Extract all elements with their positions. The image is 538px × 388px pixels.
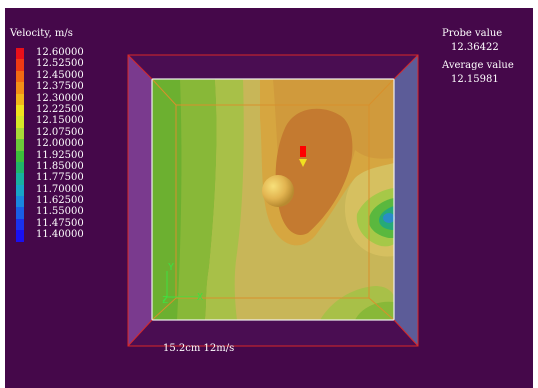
render-viewport[interactable]: Y X Z Velocity, m/s 12.60000 12.52500 12.4… (5, 8, 533, 388)
legend-swatch (16, 173, 24, 185)
legend-value: 11.70000 (36, 183, 84, 195)
legend-value: 12.07500 (36, 126, 84, 138)
average-value-label: Average value (442, 60, 514, 71)
legend-value: 11.92500 (36, 149, 84, 161)
legend-value: 11.40000 (36, 229, 84, 241)
legend-value: 12.00000 (36, 138, 84, 150)
legend-value: 11.77500 (36, 172, 84, 184)
legend-swatch (16, 218, 24, 231)
axis-y-label: Y (168, 262, 174, 273)
legend-swatch (16, 93, 24, 105)
average-value: 12.15981 (451, 74, 499, 85)
legend-value: 12.45000 (36, 69, 84, 81)
legend-value: 12.52500 (36, 58, 84, 70)
axis-triad (162, 271, 201, 302)
left-wall (128, 55, 152, 346)
legend-swatch (16, 207, 24, 219)
sphere-obstacle (262, 175, 294, 207)
legend-swatch (16, 116, 24, 128)
axis-x-label: X (197, 292, 203, 303)
axis-z-label: Z (162, 295, 168, 306)
legend-swatch (16, 70, 24, 83)
legend-title: Velocity, m/s (10, 28, 73, 39)
legend-swatch (16, 59, 24, 71)
legend-swatch (16, 230, 24, 242)
probe-value: 12.36422 (451, 42, 499, 53)
legend-value: 12.60000 (36, 47, 84, 58)
bottom-wall (128, 320, 418, 346)
right-wall (394, 55, 418, 346)
probe-value-label: Probe value (442, 28, 503, 39)
legend-swatch (16, 127, 24, 140)
legend-swatch (16, 161, 24, 174)
legend-value: 11.62500 (36, 195, 84, 207)
legend-swatch (16, 139, 24, 151)
contour-plane (151, 78, 395, 321)
legend-value: 11.47500 (36, 217, 84, 229)
legend-swatch (16, 196, 24, 208)
plane-border (151, 78, 395, 321)
legend-value: 12.30000 (36, 92, 84, 104)
legend-value: 12.37500 (36, 81, 84, 93)
legend-swatch (16, 48, 24, 60)
legend-swatch (16, 82, 24, 94)
bounding-box (127, 54, 419, 347)
legend-value: 11.85000 (36, 160, 84, 172)
top-wall (128, 55, 418, 79)
legend-value: 12.15000 (36, 115, 84, 127)
legend-swatch (16, 184, 24, 197)
probe-marker-icon[interactable] (299, 146, 307, 167)
legend-value: 12.22500 (36, 103, 84, 115)
legend-value: 11.55000 (36, 206, 84, 218)
legend-swatch (16, 104, 24, 117)
scale-label: 15.2cm 12m/s (163, 343, 235, 354)
flow-visualization[interactable]: Y X Z (5, 8, 533, 388)
legend-swatch (16, 150, 24, 162)
